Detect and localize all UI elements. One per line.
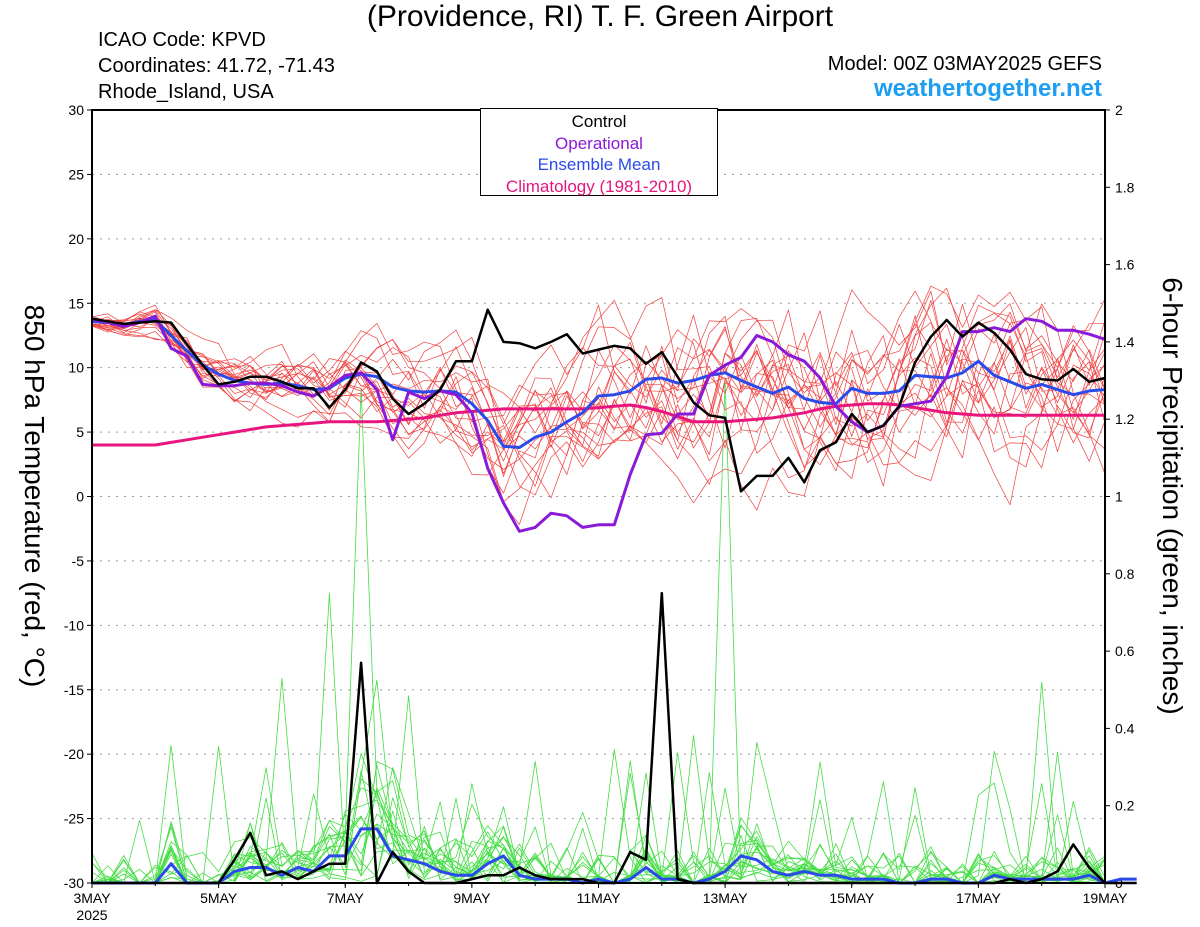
model-run: Model: 00Z 03MAY2025 GEFS [827, 53, 1102, 75]
precip-member-line [92, 387, 1106, 884]
x-year-label: 2025 [76, 907, 107, 923]
temperature-member-line [91, 303, 1106, 459]
precip-member-line [92, 742, 1106, 884]
precip-member-line [92, 735, 1106, 884]
y-right-tick-label: 1 [1115, 489, 1123, 505]
y-right-tick-label: 2 [1115, 102, 1123, 118]
y-left-tick-label: 20 [68, 231, 84, 247]
temperature-member-line [91, 287, 1106, 496]
x-tick-label: 3MAY [73, 890, 111, 906]
legend-operational: Operational [555, 133, 643, 153]
temperature-members [91, 285, 1106, 525]
y-left-tick-label: -15 [64, 682, 84, 698]
legend-control: Control [571, 112, 627, 131]
legend-ensemble-mean: Ensemble Mean [537, 155, 661, 174]
y-left-tick-label: -5 [72, 553, 85, 569]
plot-frame [91, 109, 1106, 884]
y-right-tick-label: 1.4 [1115, 334, 1135, 350]
temperature-member-line [91, 289, 1106, 462]
y-left-tick-label: 25 [68, 166, 84, 182]
region: Rhode_Island, USA [98, 81, 274, 103]
y-right-tick-label: 0.2 [1115, 798, 1135, 814]
y-left-tick-label: 30 [68, 102, 84, 118]
temperature-member-line [91, 310, 1106, 525]
x-tick-label: 7MAY [327, 890, 365, 906]
y-left-tick-label: 0 [76, 489, 84, 505]
y-right-tick-label: 0.8 [1115, 566, 1135, 582]
temperature-control-line [91, 308, 1106, 493]
temperature-member-line [91, 299, 1106, 451]
y-left-tick-label: -10 [64, 617, 84, 633]
y-left-tick-label: 5 [76, 424, 84, 440]
precip-member-line [92, 677, 1106, 884]
y-right-tick-label: 1.8 [1115, 179, 1135, 195]
grid-lines: 30 25 20 15 10 5 0 -5 -10 -15 -20 -25 -30 2 1.8 1.6 1.4 1… [64, 102, 1135, 923]
precip-member-line [91, 681, 1106, 884]
temperature-member-line [91, 311, 1106, 479]
legend-climatology: Climatology (1981-2010) [505, 176, 693, 196]
x-tick-label: 11MAY [577, 890, 621, 906]
coordinates: Coordinates: 41.72, -71.43 [98, 55, 335, 77]
station-info: ICAO Code: KPVD Coordinates: 41.72, -71.… [98, 27, 335, 105]
y-right-tick-label: 0.4 [1115, 720, 1135, 736]
y-right-tick-label: 1.2 [1115, 411, 1135, 427]
x-tick-label: 19MAY [1083, 890, 1129, 906]
y-left-tick-label: -30 [64, 875, 84, 891]
chart-legend: Control Operational Ensemble Mean Climat… [480, 108, 718, 196]
y-right-tick-label: 0.6 [1115, 643, 1135, 659]
icao-code: ICAO Code: KPVD [98, 29, 266, 51]
precip-member-line [91, 790, 1106, 884]
temperature-operational-line [91, 314, 1106, 533]
precip-control-line [92, 591, 1137, 885]
precip-member-line [91, 745, 1106, 884]
precip-member-line [91, 761, 1106, 884]
precip-member-line [91, 679, 1106, 884]
x-tick-label: 13MAY [703, 890, 749, 906]
chart-title: (Providence, RI) T. F. Green Airport [366, 0, 834, 33]
y-left-tick-label: -25 [64, 811, 84, 827]
temperature-member-line [91, 325, 1106, 511]
temperature-member-line [91, 304, 1106, 442]
x-tick-label: 17MAY [956, 890, 1002, 906]
climatology-line [92, 402, 1105, 447]
site-link[interactable]: weathertogether.net [873, 75, 1102, 102]
x-tick-label: 5MAY [200, 890, 238, 906]
y-right-tick-label: 1.6 [1115, 257, 1135, 273]
y-left-tick-label: 15 [68, 295, 84, 311]
x-tick-label: 15MAY [829, 890, 875, 906]
y-left-tick-label: 10 [68, 360, 84, 376]
precip-member-line [91, 592, 1106, 884]
y-left-tick-label: -20 [64, 746, 84, 762]
temperature-member-line [91, 313, 1106, 494]
x-tick-label: 9MAY [453, 890, 491, 906]
